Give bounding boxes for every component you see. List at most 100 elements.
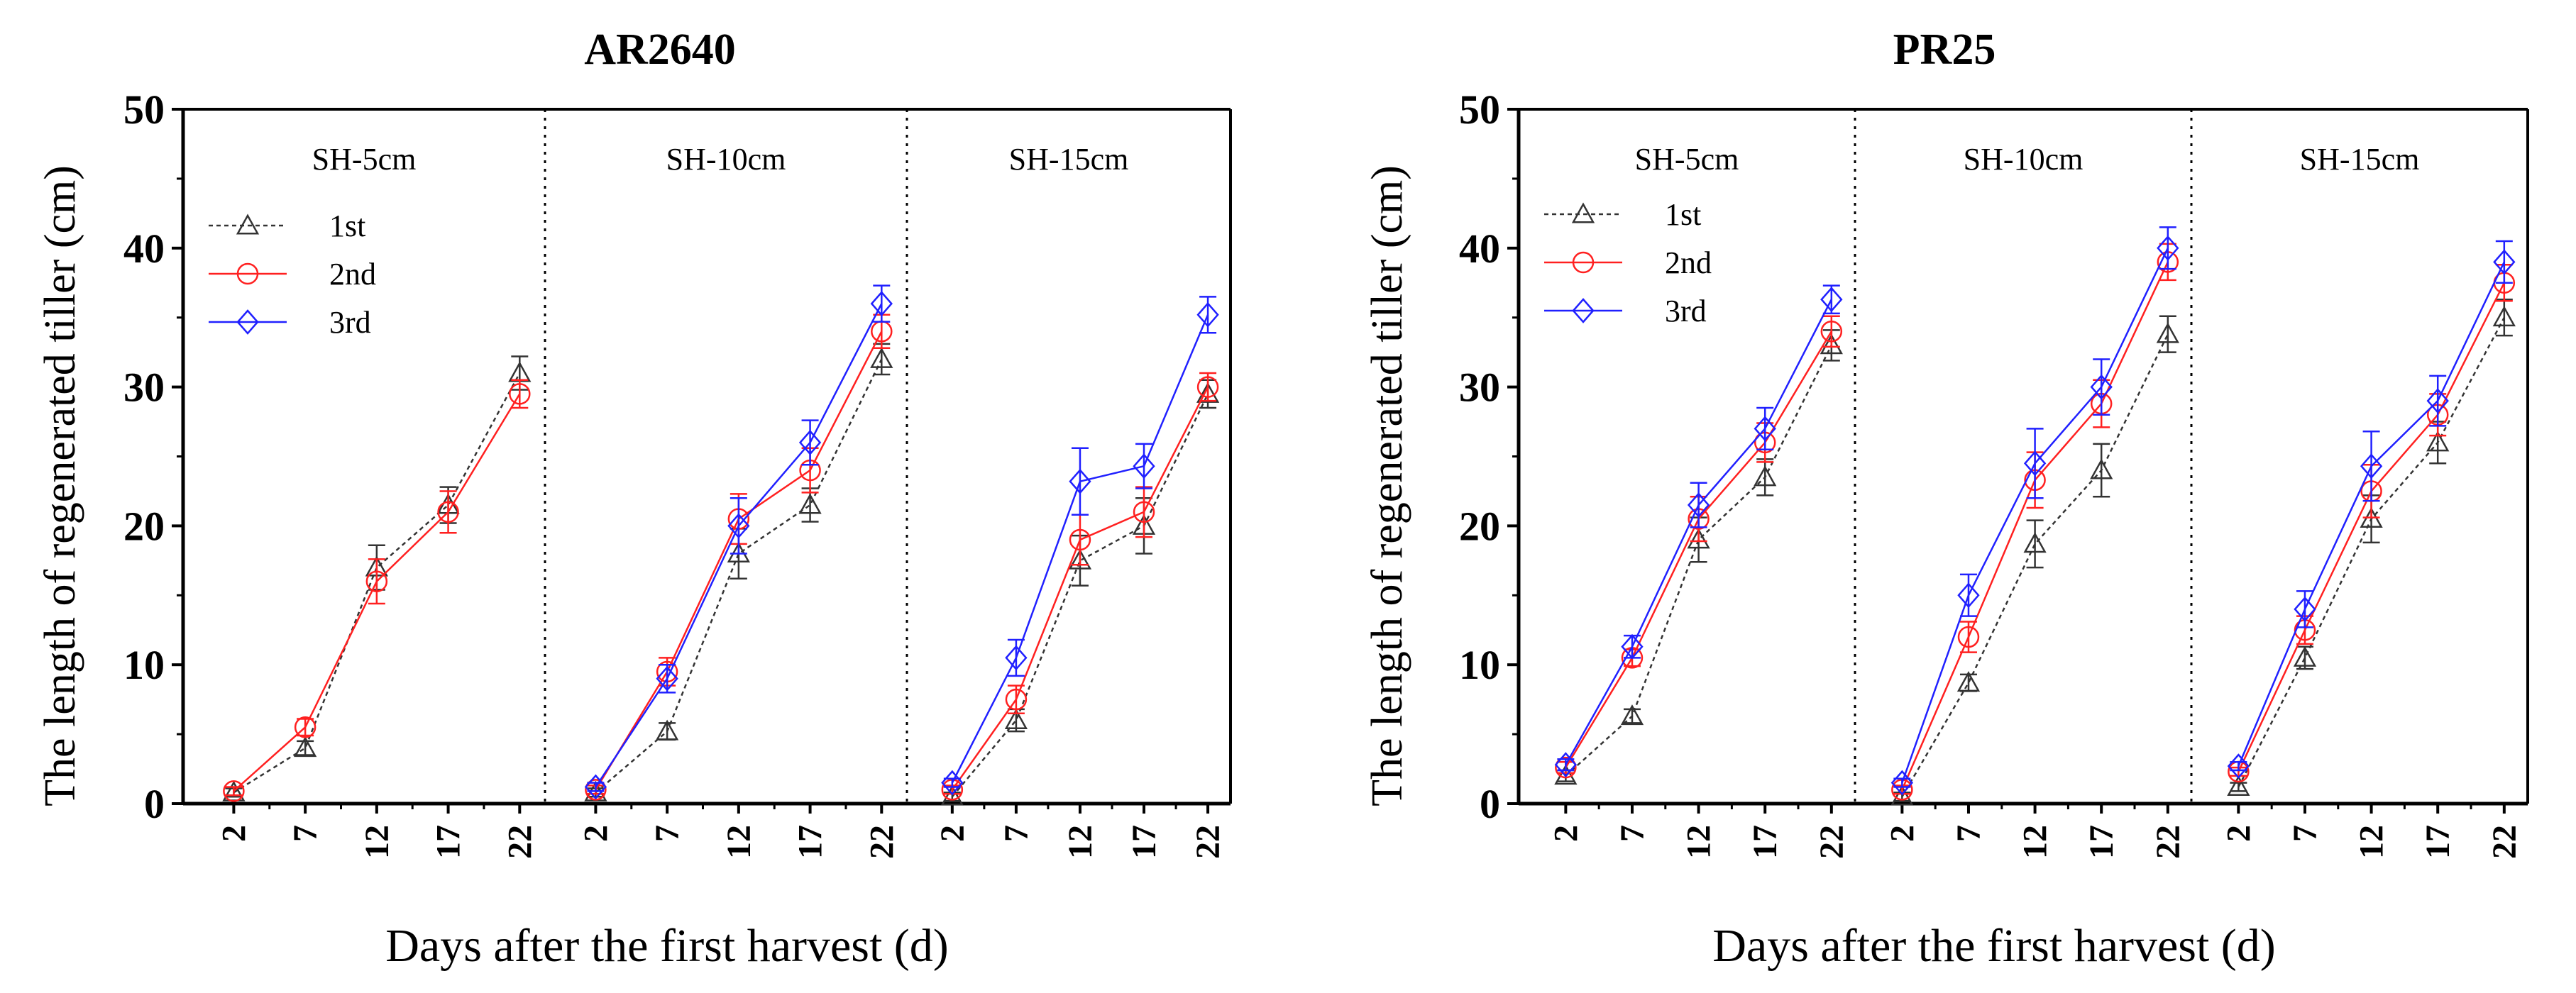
- chart1-series-3rd-point: [1069, 468, 1091, 494]
- chart2-xtick-label: 7: [1614, 825, 1651, 842]
- chart2-series-3rd-point: [2493, 249, 2516, 275]
- chart1-series-2nd-point: [365, 570, 388, 592]
- chart2-series-3rd-line: [1901, 248, 2169, 784]
- chart1-series-2nd-point: [509, 383, 531, 405]
- chart2-xtick-label: 2: [2220, 825, 2257, 842]
- chart1-xtick-label: 12: [358, 825, 396, 859]
- chart1-series-3rd-point: [584, 774, 607, 800]
- chart2-xtick-label: 22: [2150, 825, 2187, 859]
- chart2-series-3rd-point: [2157, 235, 2179, 261]
- chart1-panel-label: SH-5cm: [312, 142, 417, 177]
- chart2-series-1st-line: [2238, 317, 2505, 788]
- chart1-series-1st-point: [656, 719, 679, 740]
- chart1-legend-label: 2nd: [329, 257, 376, 292]
- chart1-series-2nd-point: [1005, 688, 1028, 711]
- chart1-xtick-label: 22: [1189, 825, 1227, 859]
- chart1-xtick-label: 2: [934, 825, 971, 842]
- chart2-xtick-label: 17: [2083, 825, 2120, 859]
- chart1-series-3rd-point: [656, 665, 678, 692]
- chart2-xtick-label: 22: [2486, 825, 2523, 859]
- chart2-series-3rd-point: [1890, 770, 1914, 796]
- chart2-series-1st-point: [2023, 532, 2047, 553]
- chart2-series-1st-point: [2426, 431, 2450, 452]
- chart1-series-2nd-point: [1196, 376, 1219, 398]
- chart1-series-3rd-point: [798, 430, 822, 455]
- chart2-series-1st-point: [2227, 775, 2250, 796]
- chart2-ytick-label: 0: [1480, 781, 1500, 827]
- chart1-panel-label: SH-10cm: [666, 142, 786, 177]
- chart1-series-3rd-point: [941, 770, 964, 796]
- chart2-series-3rd-point: [1820, 287, 1843, 313]
- chart2-series-2nd-point: [1957, 626, 1980, 648]
- chart1-series-1st-point: [940, 784, 964, 806]
- chart1-xtick-label: 7: [649, 825, 686, 842]
- chart1-xtick-label: 17: [792, 825, 830, 859]
- chart2-series-1st-point: [1820, 333, 1843, 355]
- chart1-xtick-label: 17: [430, 825, 468, 859]
- chart1-x-axis-label: Days after the first harvest (d): [385, 920, 949, 972]
- chart1-ytick-label: 20: [123, 503, 165, 549]
- chart2-xtick-label: 7: [2286, 825, 2324, 842]
- chart1-legend-marker: [236, 262, 259, 285]
- chart1-series-1st-point: [1196, 382, 1220, 403]
- chart2-ytick-label: 30: [1459, 365, 1500, 411]
- chart2-series-1st-point: [1554, 764, 1578, 785]
- chart2-xtick-label: 12: [1680, 825, 1718, 859]
- chart2-legend-marker: [1571, 202, 1595, 223]
- chart1-series-3rd-point: [1005, 645, 1028, 671]
- chart1-series-3rd-point: [1133, 453, 1155, 479]
- chart2-panel-label: SH-15cm: [2300, 142, 2420, 177]
- chart2-series-1st-point: [2090, 458, 2113, 479]
- chart2-series-1st-line: [1901, 333, 2169, 797]
- chart2-series-3rd-point: [2090, 374, 2113, 400]
- chart2-y-axis-label: The length of regenerated tiller (cm): [1363, 165, 1411, 806]
- chart2-series-3rd-point: [1621, 633, 1644, 660]
- chart2-legend-label: 1st: [1665, 197, 1701, 232]
- chart2-series-1st-point: [2492, 306, 2516, 327]
- chart2-series-2nd-point: [1820, 321, 1843, 343]
- chart1-series-1st-point: [294, 736, 317, 758]
- chart1-series-1st-line: [595, 358, 883, 794]
- chart2-series-3rd-point: [2294, 596, 2316, 622]
- chart1-xtick-label: 2: [215, 825, 253, 842]
- chart2-series-3rd-point: [2360, 453, 2383, 479]
- chart2-series-3rd-point: [2023, 450, 2047, 477]
- chart1-legend-marker: [236, 309, 259, 335]
- chart1-ytick-label: 50: [123, 87, 165, 133]
- chart2-panel-label: SH-5cm: [1635, 142, 1739, 177]
- chart1-xtick-label: 7: [287, 825, 324, 842]
- chart2-series-1st-point: [2156, 322, 2179, 343]
- chart1-ytick-label: 30: [123, 365, 165, 411]
- chart1-series-1st-point: [727, 541, 750, 563]
- chart1-series-1st-line: [951, 393, 1209, 798]
- chart1-legend-label: 1st: [329, 209, 365, 243]
- chart1-series-1st-line: [233, 372, 521, 794]
- chart2-legend-label: 3rd: [1665, 294, 1707, 328]
- chart2-xtick-label: 17: [1746, 825, 1784, 859]
- chart2-panel-label: SH-10cm: [1964, 142, 2084, 177]
- chart1-xtick-label: 22: [501, 825, 539, 859]
- chart2-series-1st-point: [1754, 465, 1777, 487]
- chart1-series-3rd-point: [870, 291, 893, 317]
- chart2-series-1st-point: [1620, 704, 1644, 726]
- chart2-x-axis-label: Days after the first harvest (d): [1712, 920, 2276, 972]
- chart1-title: AR2640: [584, 26, 736, 74]
- chart1-series-3rd-point: [727, 513, 750, 539]
- chart1-series-2nd-point: [223, 780, 245, 802]
- chart2-legend-marker: [1572, 251, 1595, 274]
- chart1-series-2nd-point: [437, 501, 459, 523]
- chart2-series-2nd-point: [1555, 756, 1577, 779]
- chart1-series-3rd-point: [1196, 301, 1219, 328]
- chart2-series-3rd-point: [1554, 752, 1578, 778]
- chart1-series-2nd-point: [1069, 528, 1091, 551]
- chart2-ytick-label: 50: [1459, 87, 1500, 133]
- chart2-ytick-label: 40: [1459, 226, 1500, 272]
- chart1-xtick-label: 2: [577, 825, 615, 842]
- chart1-series-1st-point: [1068, 548, 1092, 570]
- chart1-xtick-label: 17: [1125, 825, 1163, 859]
- chart2-xtick-label: 7: [1950, 825, 1988, 842]
- chart2-series-3rd-point: [1687, 492, 1710, 518]
- chart2-xtick-label: 22: [1813, 825, 1851, 859]
- chart2-title: PR25: [1893, 26, 1996, 74]
